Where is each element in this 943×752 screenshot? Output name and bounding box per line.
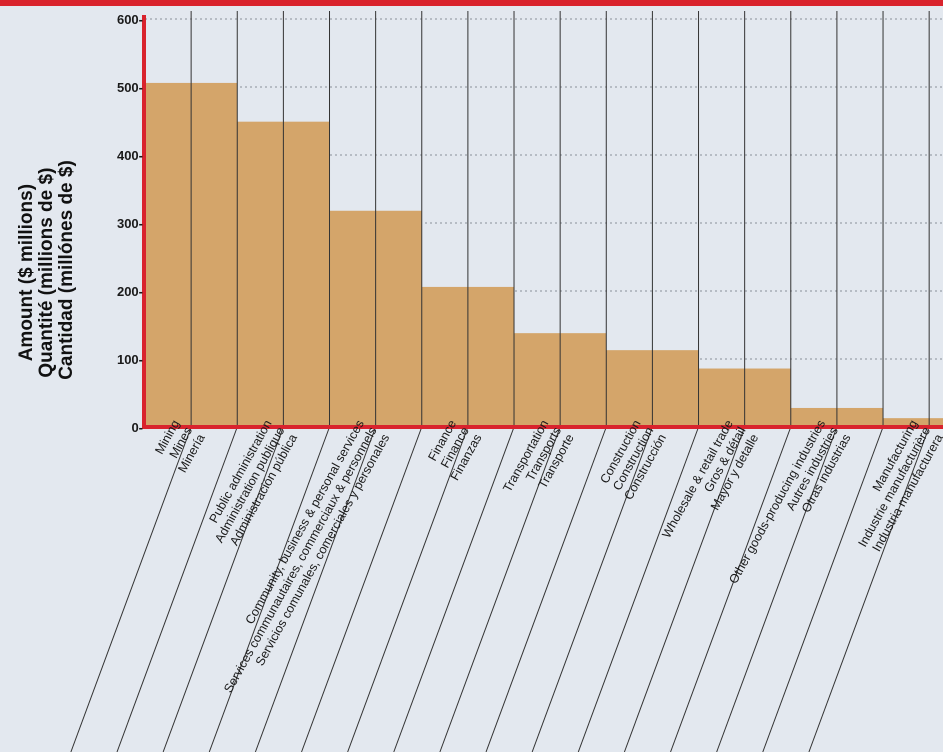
top-red-band	[0, 0, 943, 6]
label-divider	[301, 426, 423, 752]
label-divider	[116, 426, 238, 752]
label-divider	[208, 426, 330, 752]
y-axis-title: Amount ($ millions) Quantité (millions d…	[16, 160, 77, 380]
label-divider	[70, 426, 192, 752]
label-divider	[623, 426, 746, 752]
label-divider	[485, 426, 607, 752]
y-tick-label: 500-	[117, 80, 143, 95]
label-divider	[393, 426, 515, 752]
y-tick-labels: 0- 100- 200- 300- 400- 500- 600-	[117, 12, 143, 435]
bar	[883, 418, 943, 427]
grid-layer	[145, 18, 943, 360]
label-divider	[670, 426, 792, 752]
y-axis-title-line-es: Cantidad (millónes de $)	[56, 160, 77, 380]
y-tick-label: 100-	[117, 352, 143, 367]
label-divider	[531, 426, 653, 752]
axis-layer	[142, 15, 943, 429]
label-divider	[808, 426, 930, 752]
dividers-layer	[70, 11, 930, 752]
y-axis-title-line-en: Amount ($ millions)	[16, 184, 37, 361]
y-tick-label: 300-	[117, 216, 143, 231]
y-tick-label: 200-	[117, 284, 143, 299]
label-divider	[254, 426, 377, 752]
label-divider	[162, 426, 284, 752]
label-divider	[716, 426, 838, 752]
label-divider	[439, 426, 561, 752]
label-divider	[762, 426, 884, 752]
y-tick-label: 400-	[117, 148, 143, 163]
label-divider	[577, 426, 699, 752]
label-divider	[347, 426, 469, 752]
y-axis-title-line-fr: Quantité (millions de $)	[36, 168, 57, 378]
y-tick-label: 0-	[131, 420, 143, 435]
y-tick-label: 600-	[117, 12, 143, 27]
